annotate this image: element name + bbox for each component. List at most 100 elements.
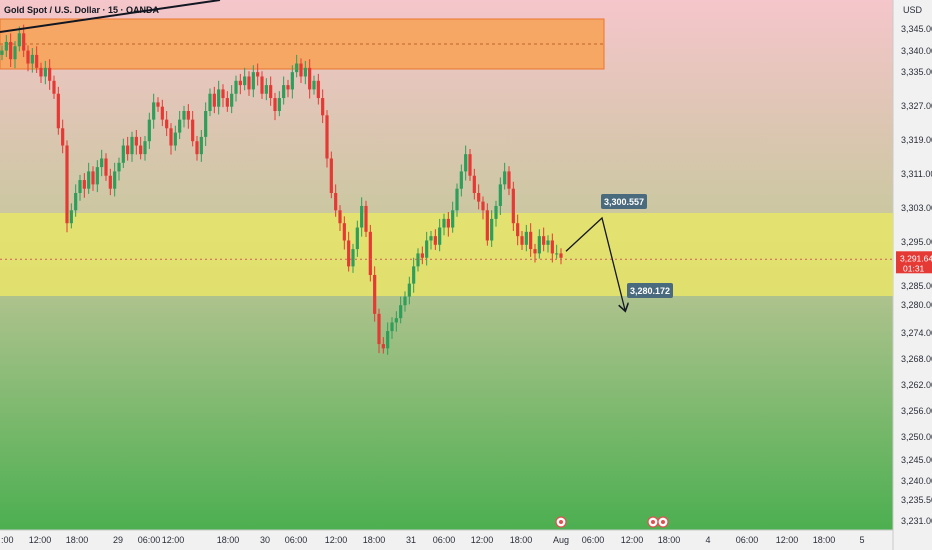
candle xyxy=(503,162,507,190)
candle xyxy=(195,136,199,161)
target-high-callout[interactable]: 3,300.557 xyxy=(601,194,647,209)
candle xyxy=(212,86,216,114)
candle xyxy=(308,59,312,99)
candle xyxy=(494,200,498,227)
candle xyxy=(490,210,494,247)
y-tick-label: 3,319.000 xyxy=(901,135,932,145)
candle xyxy=(390,317,394,339)
x-tick-label: Aug xyxy=(553,535,569,545)
candle xyxy=(555,244,559,259)
y-tick-label: 3,256.000 xyxy=(901,406,932,416)
candle xyxy=(329,151,333,199)
candle xyxy=(230,85,234,114)
economic-event-icon[interactable] xyxy=(657,516,669,528)
candle xyxy=(542,227,546,252)
candle xyxy=(481,196,485,220)
candle xyxy=(355,220,359,257)
candle xyxy=(108,168,112,196)
x-tick-label: 06:00 xyxy=(433,535,456,545)
candle xyxy=(243,67,247,91)
candle xyxy=(26,45,30,72)
x-tick-label: 06:00 xyxy=(285,535,308,545)
candle xyxy=(351,243,355,273)
current-price-tag[interactable]: 3,291.64001:31 xyxy=(896,251,932,274)
candle xyxy=(186,104,190,129)
candle xyxy=(4,35,8,58)
y-tick-label: 3,235.500 xyxy=(901,495,932,505)
x-tick-label: :00 xyxy=(1,535,14,545)
candle xyxy=(113,162,117,197)
candle xyxy=(191,111,195,147)
candle xyxy=(368,224,372,282)
support-zone[interactable] xyxy=(0,213,893,296)
candle xyxy=(412,257,416,293)
candle xyxy=(30,47,34,73)
x-tick-label: 31 xyxy=(406,535,416,545)
candlestick-series[interactable] xyxy=(0,24,563,355)
candle xyxy=(182,105,186,128)
y-tick-label: 3,262.000 xyxy=(901,380,932,390)
candle xyxy=(364,200,368,238)
x-tick-label: 18:00 xyxy=(658,535,681,545)
candle xyxy=(334,184,338,217)
y-tick-label: 3,303.000 xyxy=(901,203,932,213)
candle xyxy=(56,86,60,135)
candle xyxy=(273,92,277,121)
candle xyxy=(429,230,433,250)
candle xyxy=(511,181,515,231)
candle xyxy=(425,231,429,266)
candle xyxy=(312,75,316,95)
time-axis-panel[interactable] xyxy=(0,530,893,550)
candle xyxy=(321,89,325,124)
candle xyxy=(221,84,225,108)
x-tick-label: 12:00 xyxy=(162,535,185,545)
candle xyxy=(126,136,130,161)
candle xyxy=(459,164,463,197)
candle xyxy=(0,45,4,61)
candle xyxy=(524,224,528,252)
candle xyxy=(247,71,251,96)
candle xyxy=(299,58,303,83)
candle xyxy=(325,110,329,168)
candle xyxy=(165,111,169,137)
y-tick-label: 3,340.000 xyxy=(901,46,932,56)
projection-path[interactable] xyxy=(565,216,625,310)
candle xyxy=(455,183,459,217)
y-tick-label: 3,311.000 xyxy=(901,169,932,179)
chart-title: Gold Spot / U.S. Dollar · 15 · OANDA xyxy=(4,5,160,15)
candle xyxy=(160,99,164,127)
candle xyxy=(260,71,264,99)
candle xyxy=(360,197,364,237)
target-low-callout[interactable]: 3,280.172 xyxy=(627,283,673,298)
candle xyxy=(373,266,377,322)
candle xyxy=(256,63,260,86)
candle xyxy=(104,153,108,181)
candle xyxy=(394,311,398,332)
candle xyxy=(269,76,273,106)
x-tick-label: 12:00 xyxy=(471,535,494,545)
candle xyxy=(225,91,229,112)
price-axis-panel[interactable] xyxy=(893,0,932,550)
target-low-callout-label: 3,280.172 xyxy=(630,286,670,296)
x-tick-label: 12:00 xyxy=(621,535,644,545)
candle xyxy=(139,136,143,160)
candle xyxy=(39,62,43,83)
y-tick-label: 3,245.000 xyxy=(901,455,932,465)
candle xyxy=(498,177,502,216)
y-tick-label: 3,345.000 xyxy=(901,24,932,34)
candle xyxy=(537,229,541,259)
x-tick-label: 30 xyxy=(260,535,270,545)
x-tick-label: 12:00 xyxy=(776,535,799,545)
economic-event-icon[interactable] xyxy=(647,516,659,528)
candle xyxy=(78,174,82,201)
x-tick-label: 06:00 xyxy=(138,535,161,545)
candle xyxy=(468,148,472,181)
candle xyxy=(295,54,299,78)
candle xyxy=(433,229,437,250)
trendline[interactable] xyxy=(0,0,221,33)
event-icon[interactable] xyxy=(555,516,567,528)
candle xyxy=(438,218,442,252)
currency-label: USD xyxy=(903,5,923,15)
